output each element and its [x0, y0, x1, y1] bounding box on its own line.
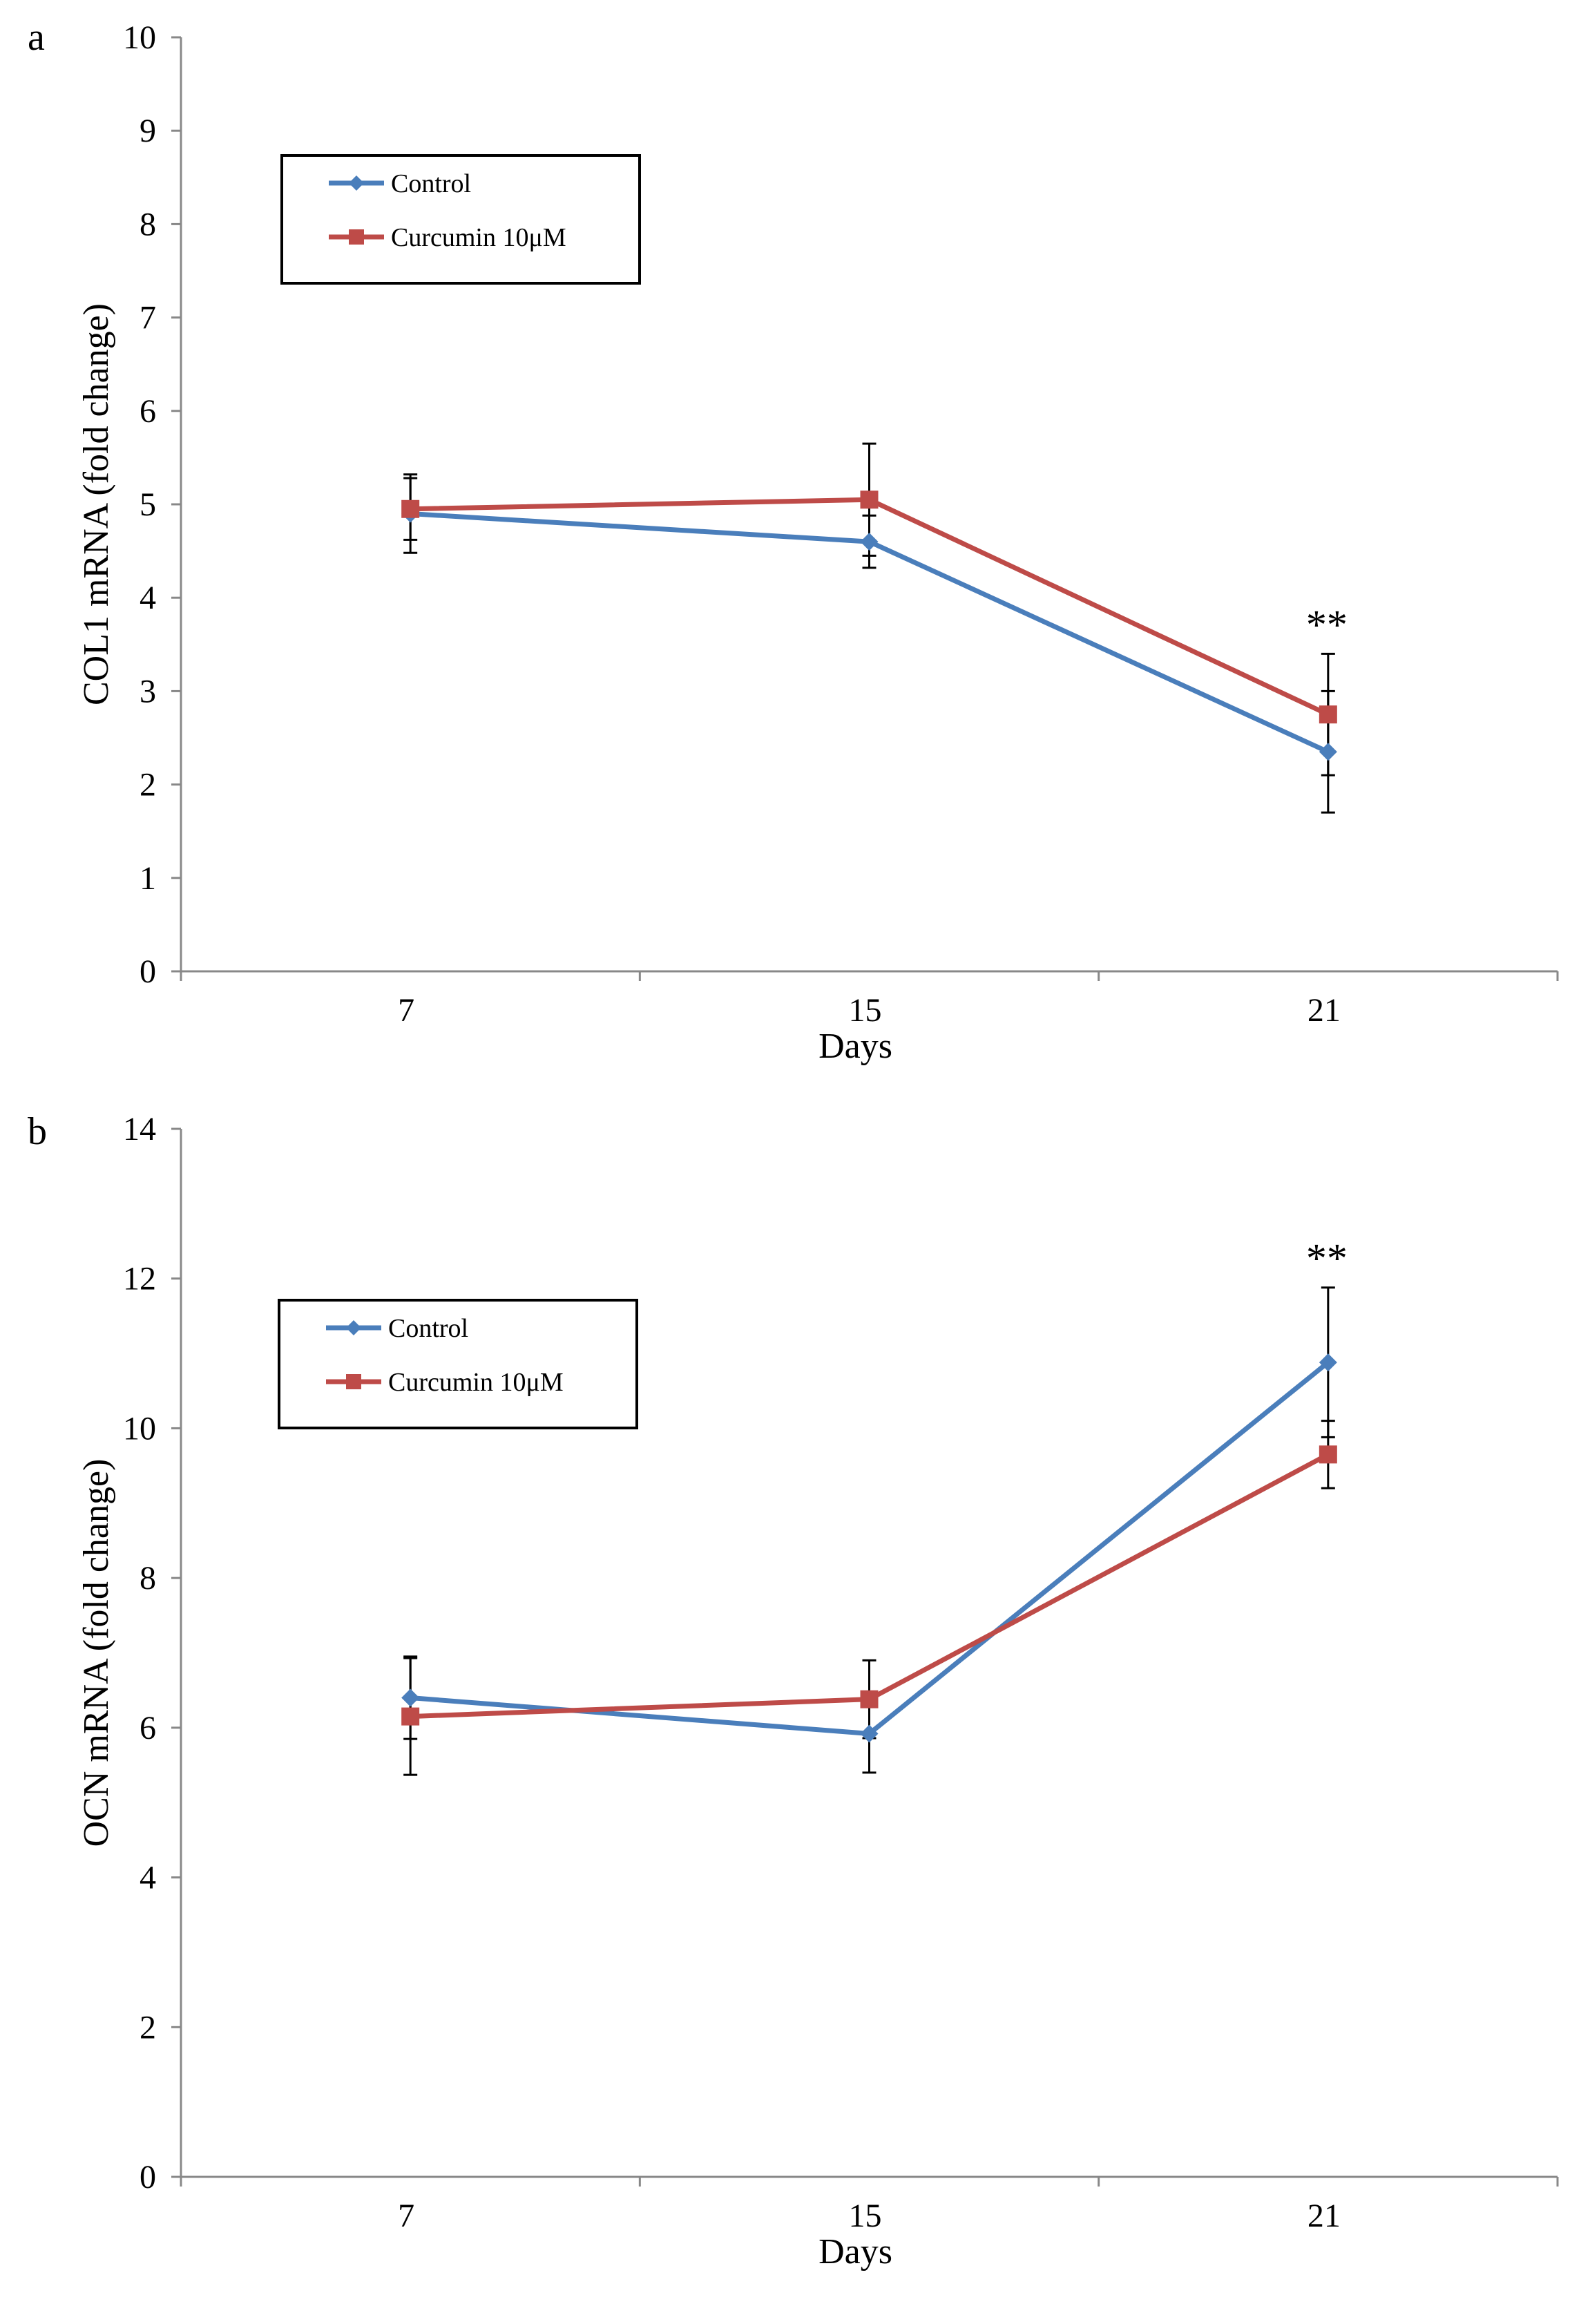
panel-b-ocn-chart: b 0 2 4 6 8 10 12 14 7 15 21 Days OCN mRNA (fold chan… — [28, 1110, 1559, 2271]
y-tick-label: 0 — [140, 2159, 156, 2196]
significance-annotation: ** — [1306, 602, 1348, 647]
data-point-curcumin-10-m — [860, 1690, 879, 1708]
x-tick-label: 21 — [1308, 992, 1341, 1029]
y-axis-title: COL1 mRNA (fold change) — [77, 303, 116, 705]
legend-label-curcumin-10-m: Curcumin 10μM — [391, 223, 566, 252]
legend-label-control: Control — [388, 1314, 468, 1343]
legend-box — [280, 154, 641, 285]
data-point-curcumin-10-m — [401, 1707, 420, 1726]
y-tick-label: 14 — [123, 1111, 156, 1147]
data-point-control — [1319, 1353, 1337, 1372]
y-tick-label: 4 — [140, 580, 156, 616]
y-tick-label: 10 — [123, 1410, 156, 1447]
legend-label-curcumin-10-m: Curcumin 10μM — [388, 1368, 564, 1397]
x-axis-title: Days — [818, 2232, 892, 2271]
data-point-curcumin-10-m — [860, 490, 879, 509]
y-tick-label: 3 — [140, 673, 156, 709]
y-tick-label: 6 — [140, 393, 156, 430]
x-tick-label: 7 — [398, 2198, 414, 2234]
y-tick-label: 8 — [140, 206, 156, 242]
y-tick-label: 12 — [123, 1261, 156, 1297]
x-tick-label: 21 — [1308, 2198, 1341, 2234]
data-point-control — [401, 1688, 420, 1707]
y-tick-label: 4 — [140, 1860, 156, 1896]
x-tick-label: 7 — [398, 992, 414, 1029]
x-axis-title: Days — [818, 1027, 892, 1066]
y-tick-label: 7 — [140, 300, 156, 336]
x-tick-label: 15 — [849, 2198, 882, 2234]
y-tick-label: 6 — [140, 1710, 156, 1746]
x-tick-label: 15 — [849, 992, 882, 1029]
legend-marker-diamond — [346, 1320, 361, 1335]
data-point-control — [1319, 743, 1337, 761]
legend-marker-square — [346, 1374, 361, 1389]
y-tick-label: 5 — [140, 486, 156, 523]
panel-letter: a — [28, 16, 45, 59]
data-point-control — [860, 1724, 879, 1743]
legend-box — [278, 1299, 638, 1429]
y-tick-label: 2 — [140, 2009, 156, 2046]
data-point-curcumin-10-m — [401, 499, 420, 518]
legend: Control Curcumin 10μM — [280, 154, 641, 285]
panel-a-col1-chart: a 0 1 2 3 4 5 6 7 8 9 10 7 15 21 Days COL1 mRNA (fold ch… — [28, 16, 1559, 1066]
legend-marker-diamond — [349, 175, 364, 191]
data-point-control — [860, 533, 879, 551]
legend-label-control: Control — [391, 169, 471, 198]
significance-annotation: ** — [1306, 1236, 1348, 1282]
data-point-curcumin-10-m — [1319, 1445, 1337, 1464]
y-axis-title: OCN mRNA (fold change) — [77, 1459, 116, 1847]
data-point-curcumin-10-m — [1319, 705, 1337, 724]
legend-marker-square — [349, 229, 364, 245]
legend: Control Curcumin 10μM — [278, 1299, 638, 1429]
y-tick-label: 2 — [140, 767, 156, 803]
panel-letter: b — [28, 1110, 47, 1153]
y-tick-label: 9 — [140, 113, 156, 149]
y-tick-label: 10 — [123, 19, 156, 56]
y-tick-label: 8 — [140, 1560, 156, 1597]
y-tick-label: 0 — [140, 953, 156, 990]
y-tick-label: 1 — [140, 860, 156, 897]
